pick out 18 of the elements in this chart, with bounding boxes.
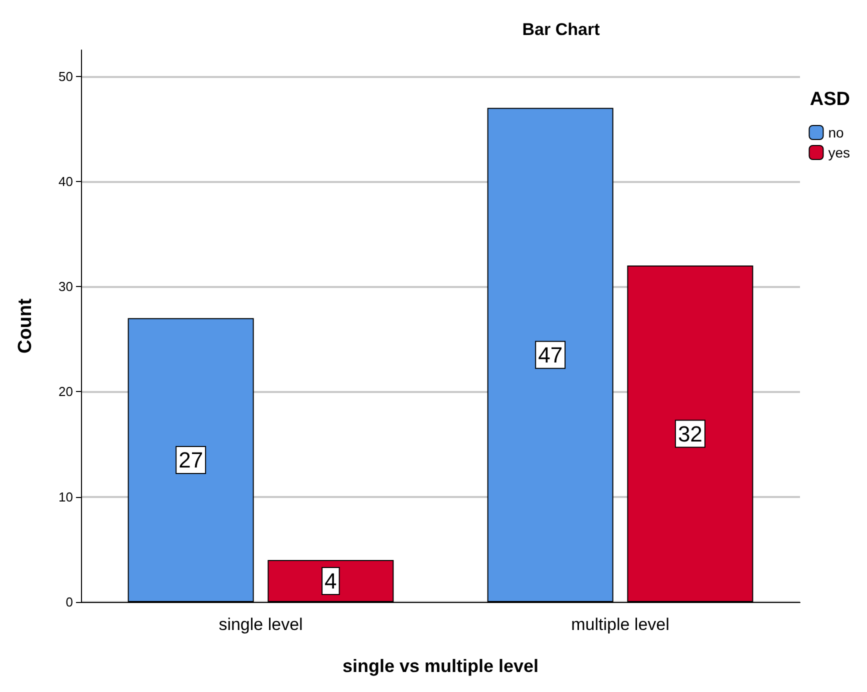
x-tick-label: single level <box>218 615 303 634</box>
y-tick-label: 10 <box>58 489 73 504</box>
y-tick-label: 40 <box>58 174 73 189</box>
x-tick-label: multiple level <box>571 615 670 634</box>
y-tick-label: 50 <box>58 68 73 84</box>
data-label: 4 <box>324 568 337 594</box>
x-axis-title: single vs multiple level <box>342 656 539 676</box>
legend-label: no <box>828 124 844 140</box>
y-axis-title: Count <box>15 298 36 354</box>
data-label: 47 <box>538 342 563 368</box>
y-tick-label: 20 <box>58 384 73 400</box>
y-tick-label: 30 <box>58 279 73 294</box>
legend-title: ASD <box>810 89 850 110</box>
y-tick-label: 0 <box>66 594 73 610</box>
legend-label: yes <box>828 144 850 160</box>
data-label: 32 <box>678 421 702 446</box>
chart-title: Bar Chart <box>522 20 600 39</box>
data-label: 27 <box>178 448 204 473</box>
